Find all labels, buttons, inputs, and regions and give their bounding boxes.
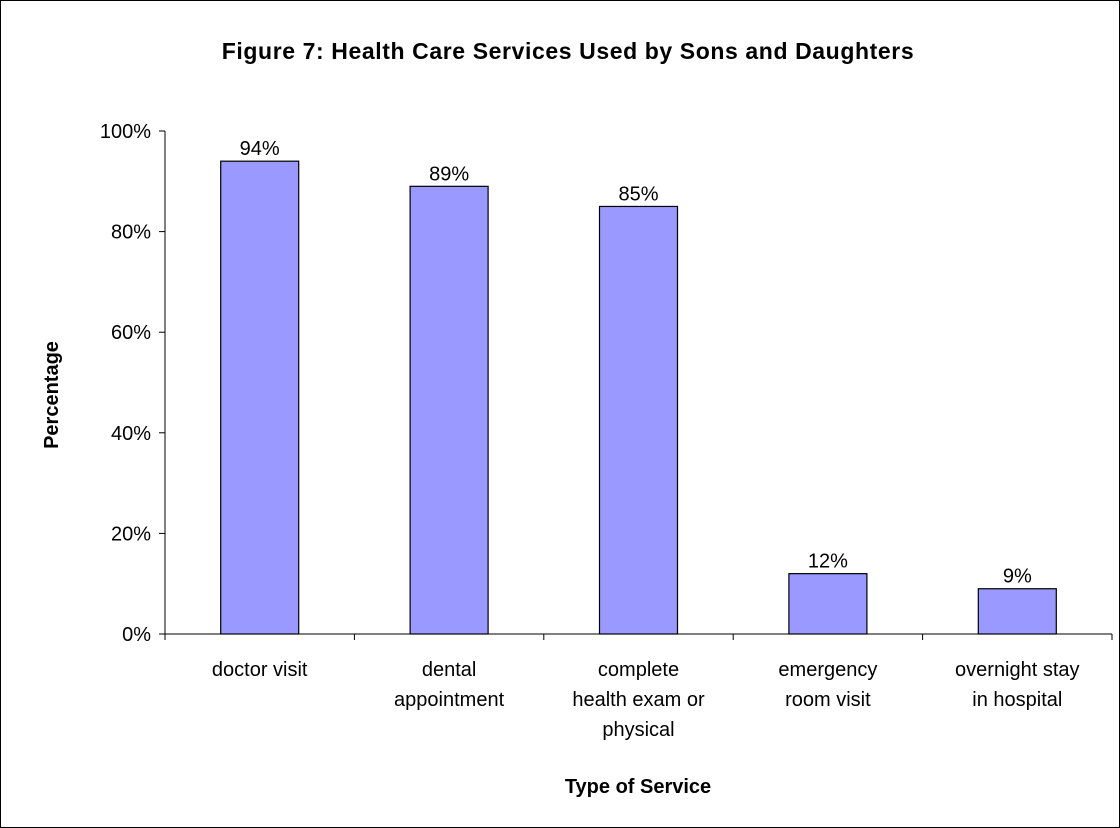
bar <box>220 160 300 635</box>
data-label: 85% <box>618 183 658 205</box>
y-tick-label: 0% <box>122 624 151 646</box>
y-tick-label: 100% <box>100 121 151 143</box>
x-category-label-line: room visit <box>785 689 871 711</box>
y-tick-label: 60% <box>111 322 151 344</box>
bar <box>977 588 1057 635</box>
chart-title: Figure 7: Health Care Services Used by S… <box>222 38 914 64</box>
data-label: 9% <box>1003 566 1032 588</box>
data-label: 94% <box>240 138 280 160</box>
bar <box>409 185 489 635</box>
y-axis-title: Percentage <box>41 341 63 449</box>
y-tick-label: 40% <box>111 423 151 445</box>
x-category-label-line: in hospital <box>972 689 1062 711</box>
x-category-label: doctor visit <box>212 659 308 681</box>
bar <box>598 205 679 635</box>
data-label: 12% <box>808 551 848 573</box>
data-label: 89% <box>429 163 469 185</box>
x-axis-title: Type of Service <box>565 776 711 798</box>
x-category-label: emergency room visit <box>778 659 877 711</box>
x-category-label-line: appointment <box>394 689 505 711</box>
plot-area: 0% 20% 40% 60% 80% 100% 94% doctor visit 89% dent… <box>100 121 1113 741</box>
x-category-label-line: complete <box>598 659 679 681</box>
x-category-label: complete health exam or physical <box>572 659 705 741</box>
x-category-label-line: dental <box>422 659 477 681</box>
y-tick-label: 80% <box>111 222 151 244</box>
x-category-label-line: emergency <box>778 659 877 681</box>
x-category-label-line: overnight stay <box>955 659 1080 681</box>
x-category-label: overnight stay in hospital <box>955 659 1080 711</box>
x-category-label: dental appointment <box>394 659 505 711</box>
y-tick-label: 20% <box>111 523 151 545</box>
bar <box>788 573 868 635</box>
x-category-label-line: doctor visit <box>212 659 308 681</box>
x-category-label-line: physical <box>602 719 674 741</box>
x-category-label-line: health exam or <box>572 689 705 711</box>
